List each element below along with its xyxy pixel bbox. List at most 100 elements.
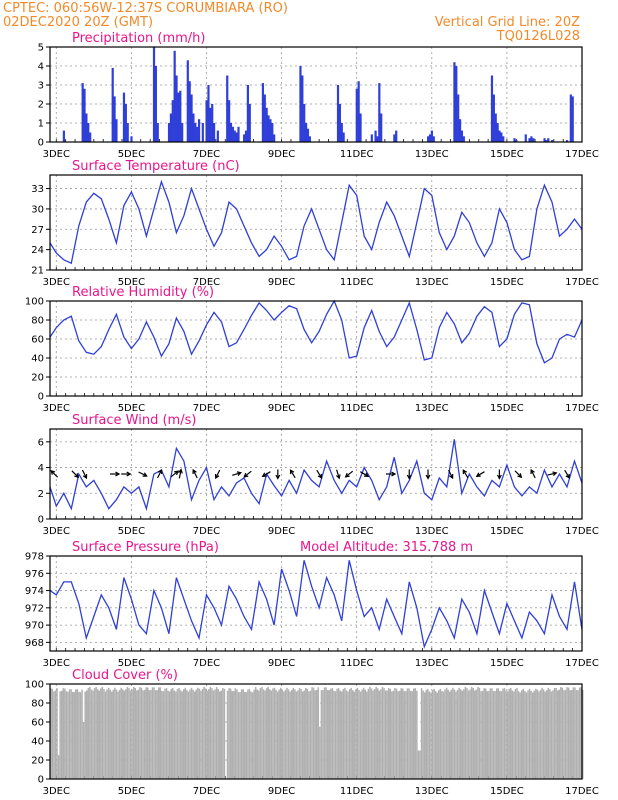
pressure-xtick-label: 7DEC [193, 658, 220, 669]
cloud-bar [140, 687, 143, 779]
cloud-bar [320, 690, 323, 779]
cloud-cover-ytick-label: 0 [38, 775, 44, 786]
cloud-bar [549, 689, 551, 779]
cloud-bar [305, 687, 307, 779]
cloud-bar [530, 690, 532, 779]
precip-bar [81, 83, 84, 142]
cloud-bar [211, 688, 213, 779]
wind-arrow [261, 471, 271, 477]
cloud-bar [92, 690, 94, 779]
wind-xtick-label: 11DEC [340, 526, 374, 537]
cloud-bar [339, 690, 341, 779]
cloud-bar [467, 690, 470, 779]
precip-bar [152, 47, 156, 142]
cloud-bar [323, 687, 326, 779]
precipitation-ytick-label: 5 [38, 43, 44, 54]
cloud-cover-frame [49, 683, 583, 780]
cloud-bar [474, 690, 476, 779]
humidity-ytick-label: 20 [31, 373, 44, 384]
cloud-bar [125, 689, 127, 779]
cloud-bar [170, 688, 172, 779]
cloud-bar [59, 691, 61, 779]
cloud-bar [423, 692, 426, 779]
cloud-bar [229, 688, 232, 779]
temperature-frame [49, 174, 583, 271]
cloud-bar [375, 686, 377, 779]
cloud-bar [389, 688, 392, 779]
cloud-bar [370, 688, 373, 779]
cloud-cover-xtick-label: 17DEC [565, 786, 599, 797]
cloud-bar [272, 688, 274, 779]
cloud-bar [416, 690, 418, 779]
cloud-bar [123, 690, 126, 779]
cloud-bar [206, 690, 208, 779]
cloud-bar [560, 687, 562, 779]
cloud-bar [448, 691, 451, 779]
precipitation-xtick-label: 11DEC [340, 149, 374, 160]
cloud-bar [453, 689, 456, 779]
precip-bar [490, 75, 494, 142]
cloud-bar [70, 689, 72, 779]
cloud-bar [358, 689, 360, 779]
cloud-bar [297, 690, 299, 779]
precip-bar [550, 140, 554, 142]
cloud-bar [510, 687, 512, 779]
cloud-bar [78, 691, 80, 779]
cloud-bar [120, 687, 122, 779]
pressure-xtick-label: 15DEC [490, 658, 524, 669]
cloud-bar [233, 690, 235, 779]
wind-title: Surface Wind (m/s) [72, 413, 196, 428]
cloud-bar [499, 690, 501, 779]
cloud-bar [472, 687, 474, 779]
cloud-bar [344, 687, 346, 779]
cloud-bar [143, 689, 146, 779]
cloud-bar [179, 690, 182, 779]
cloud-bar [84, 691, 86, 779]
cloud-bar [359, 691, 362, 779]
precip-bar [207, 85, 210, 142]
cloud-bar [411, 691, 413, 779]
cloud-bar [240, 689, 243, 779]
cloud-bar [112, 689, 115, 779]
cloud-bar [68, 689, 71, 779]
wind-arrow [71, 470, 80, 479]
precip-bar [273, 134, 276, 142]
cloud-bar [444, 689, 446, 779]
header-grid-note: Vertical Grid Line: 20Z [435, 15, 580, 30]
cloud-bar [51, 688, 54, 779]
cloud-bar [408, 688, 410, 779]
pressure-panel: Surface Pressure (hPa) Model Altitude: 31… [25, 540, 599, 669]
cloud-bar [353, 691, 356, 779]
cloud-bar [536, 689, 539, 779]
cloud-bar [215, 686, 218, 779]
wind-arrow [109, 471, 121, 477]
humidity-xtick-label: 5DEC [118, 403, 145, 414]
cloud-bar [386, 690, 388, 779]
cloud-bar [428, 691, 431, 779]
cloud-bar [322, 690, 324, 779]
precipitation-ytick-label: 4 [38, 62, 44, 73]
cloud-bar [193, 691, 196, 779]
wind-arrow [178, 468, 183, 479]
wind-arrow [289, 469, 296, 479]
cloud-cover-xtick-label: 5DEC [118, 786, 145, 797]
cloud-bar [478, 687, 481, 779]
cloud-bar [50, 687, 52, 779]
precip-bar [265, 107, 268, 142]
wind-arrow [50, 469, 58, 478]
cloud-bar [261, 686, 263, 779]
cloud-bar [104, 691, 107, 779]
wind-arrow [547, 471, 558, 477]
humidity-xtick-label: 15DEC [490, 403, 524, 414]
wind-arrow [385, 471, 397, 477]
precip-bar [190, 94, 193, 142]
precip-bar [122, 92, 126, 142]
cloud-bar [328, 690, 331, 779]
cloud-bar [516, 687, 518, 779]
precip-bar [547, 138, 550, 142]
precip-bar [500, 132, 503, 142]
cloud-bar [373, 689, 376, 779]
cloud-bar [197, 687, 199, 779]
wind-arrow [138, 471, 148, 477]
cloud-bar [420, 688, 423, 779]
